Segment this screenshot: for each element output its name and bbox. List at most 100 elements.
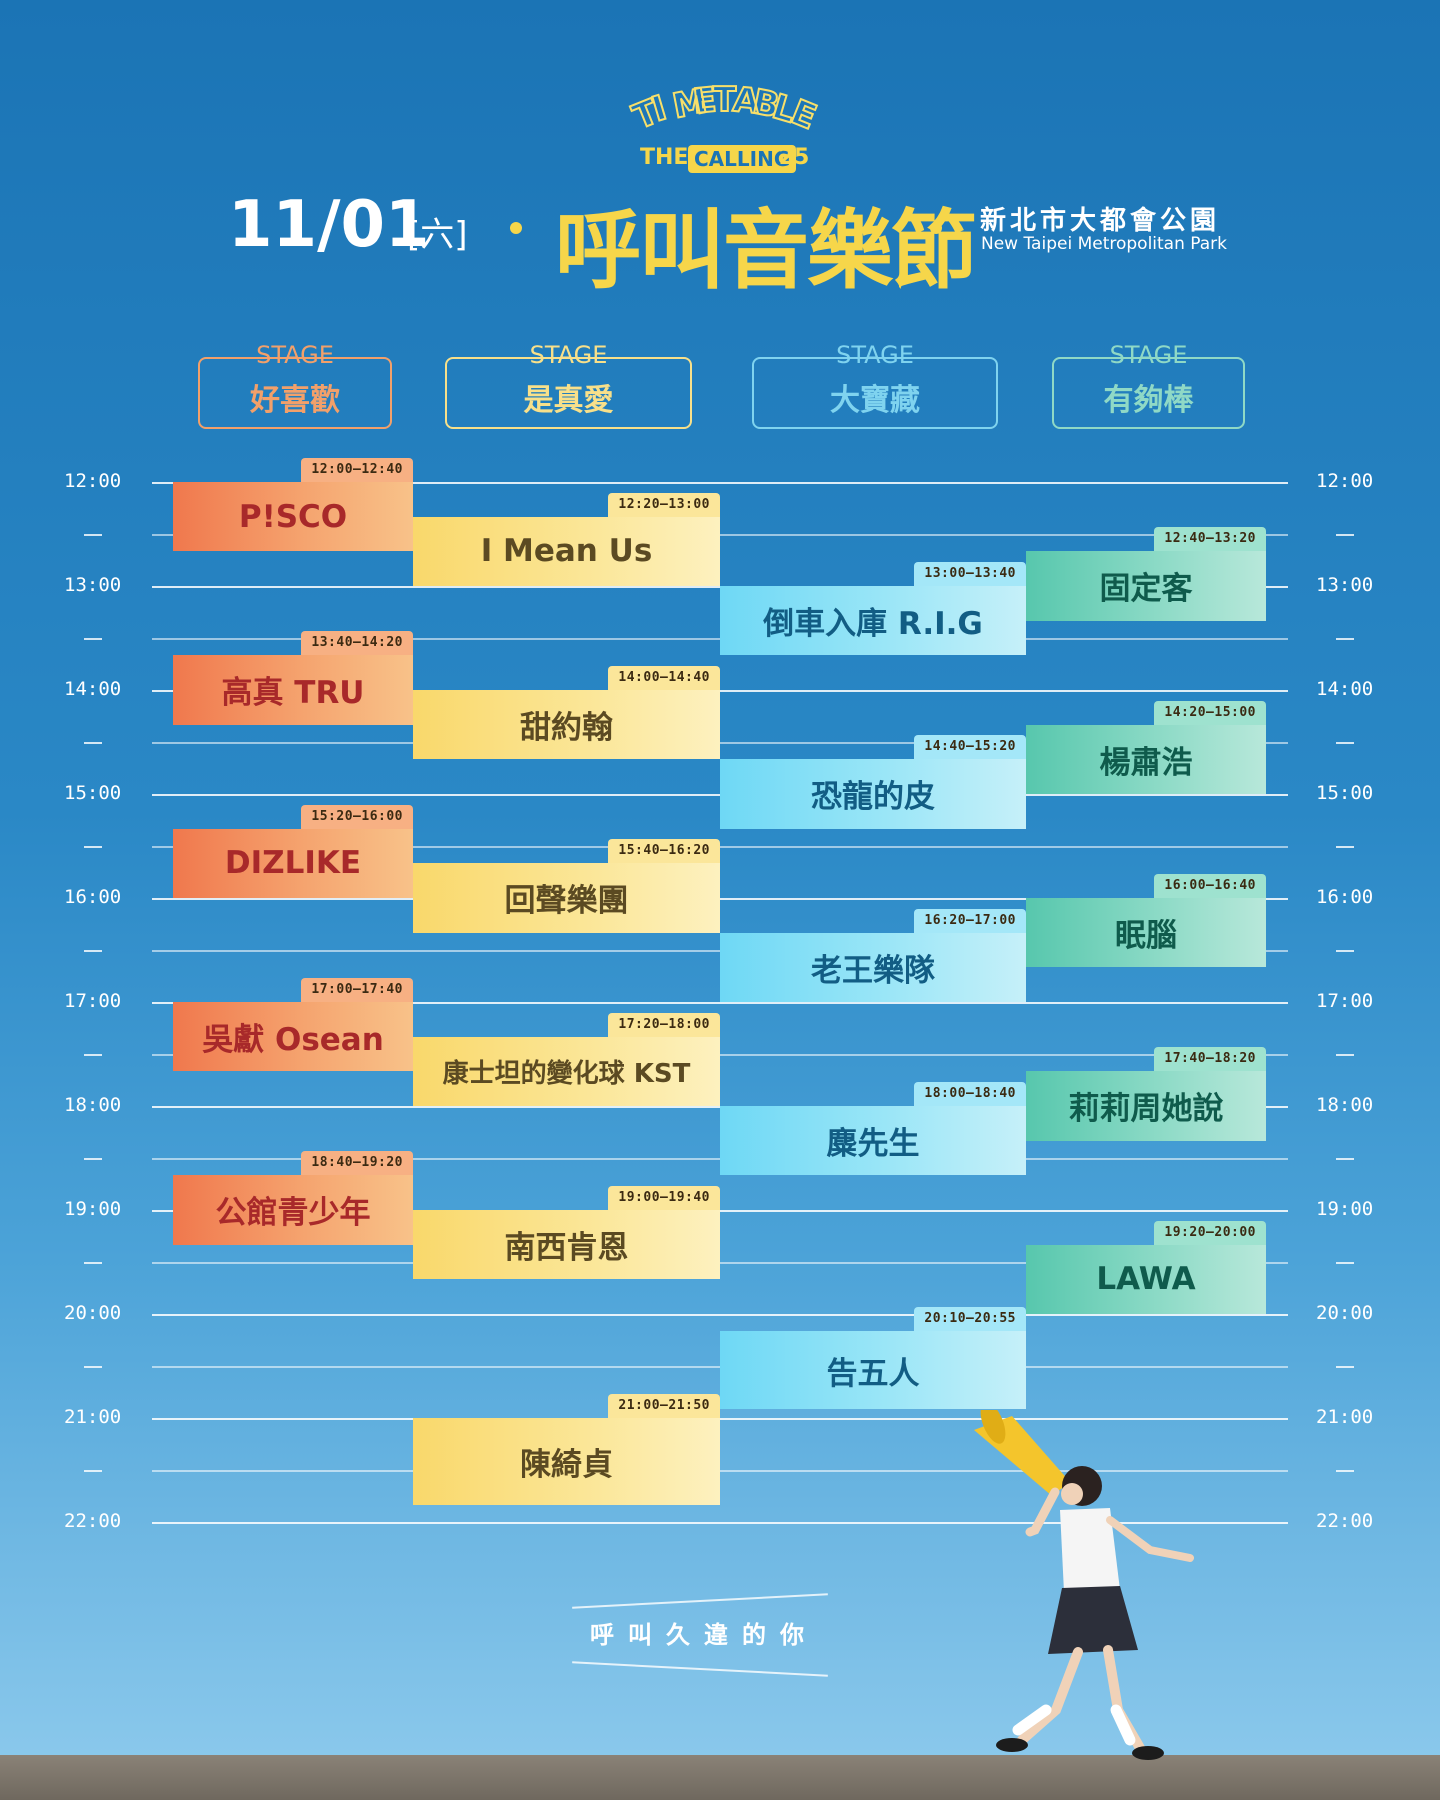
half-hour-tick-right — [1336, 638, 1354, 640]
half-hour-tick-left — [84, 742, 102, 744]
stage-name: 好喜歡 — [250, 383, 340, 418]
performance-time: 12:40–13:20 — [1154, 527, 1266, 552]
performance-artist: DIZLIKE — [173, 828, 413, 898]
performance-slot: LAWA 19:20–20:00 — [1026, 1220, 1266, 1314]
event-date: 11/01 — [228, 188, 430, 262]
performance-slot: 麋先生 18:00–18:40 — [720, 1082, 1026, 1176]
time-label-left: 18:00 — [64, 1094, 122, 1116]
time-label-right: 12:00 — [1316, 470, 1374, 492]
time-label-left: 21:00 — [64, 1406, 122, 1428]
performance-slot: P!SCO 12:00–12:40 — [173, 458, 413, 552]
half-hour-tick-left — [84, 1366, 102, 1368]
performance-slot: 楊肅浩 14:20–15:00 — [1026, 700, 1266, 794]
performance-time: 16:20–17:00 — [914, 908, 1026, 933]
tagline: 呼叫久違的你 — [590, 1621, 818, 1649]
performance-artist: 康士坦的變化球 KST — [413, 1036, 720, 1106]
performance-time: 14:00–14:40 — [608, 666, 720, 690]
performance-slot: 莉莉周她說 17:40–18:20 — [1026, 1047, 1266, 1141]
performance-artist: 回聲樂團 — [413, 863, 720, 933]
time-label-right: 19:00 — [1316, 1198, 1374, 1220]
performance-artist: 吳獻 Osean — [173, 1002, 413, 1072]
performance-slot: 告五人 20:10–20:55 — [720, 1307, 1026, 1410]
time-label-right: 14:00 — [1316, 678, 1374, 700]
half-hour-tick-left — [84, 1158, 102, 1160]
stage-keyword: STAGE — [256, 341, 334, 369]
performance-time: 18:40–19:20 — [301, 1151, 413, 1176]
hour-gridline — [152, 1002, 1288, 1004]
performance-slot: 陳綺貞 21:00–21:50 — [413, 1394, 720, 1505]
performance-time: 14:20–15:00 — [1154, 700, 1266, 725]
half-hour-tick-left — [84, 638, 102, 640]
performance-slot: 眠腦 16:00–16:40 — [1026, 874, 1266, 968]
performance-time: 19:20–20:00 — [1154, 1220, 1266, 1245]
performance-time: 16:00–16:40 — [1154, 874, 1266, 898]
time-label-right: 21:00 — [1316, 1406, 1374, 1428]
performance-time: 12:00–12:40 — [301, 458, 413, 482]
time-label-right: 18:00 — [1316, 1094, 1374, 1116]
half-hour-tick-right — [1336, 846, 1354, 848]
performance-artist: 莉莉周她說 — [1026, 1071, 1266, 1141]
girl-with-megaphone-illustration — [974, 1410, 1194, 1760]
half-hour-tick-right — [1336, 950, 1354, 952]
performance-artist: 甜約翰 — [413, 690, 720, 760]
performance-slot: 恐龍的皮 14:40–15:20 — [720, 735, 1026, 829]
time-label-right: 15:00 — [1316, 782, 1374, 804]
performance-time: 17:20–18:00 — [608, 1012, 720, 1037]
performance-slot: 高真 TRU 13:40–14:20 — [173, 631, 413, 725]
festival-title: 呼叫音樂節 — [555, 201, 977, 301]
performance-artist: 南西肯恩 — [413, 1210, 720, 1280]
performance-artist: 公館青少年 — [173, 1175, 413, 1245]
performance-artist: 陳綺貞 — [413, 1418, 720, 1505]
time-label-right: 20:00 — [1316, 1302, 1374, 1324]
stage-header-4: STAGE 有夠棒 — [1052, 341, 1245, 429]
time-label-left: 17:00 — [64, 990, 122, 1012]
half-hour-tick-right — [1336, 742, 1354, 744]
stage-name: 大寶藏 — [830, 383, 920, 418]
separator-dot — [930, 222, 942, 234]
half-hour-tick-left — [84, 534, 102, 536]
performance-artist: 老王樂隊 — [720, 932, 1026, 1002]
time-label-left: 12:00 — [64, 470, 122, 492]
performance-time: 15:40–16:20 — [608, 839, 720, 864]
half-hour-tick-left — [84, 846, 102, 848]
time-label-right: 16:00 — [1316, 886, 1374, 908]
half-hour-tick-left — [84, 1262, 102, 1264]
half-hour-tick-left — [84, 950, 102, 952]
performance-slot: 公館青少年 18:40–19:20 — [173, 1151, 413, 1245]
separator-dot — [510, 222, 522, 234]
timetable-letter: T — [712, 79, 737, 121]
half-hour-gridline — [152, 1054, 1288, 1056]
performance-time: 13:00–13:40 — [914, 562, 1026, 586]
hour-gridline — [152, 898, 1288, 900]
performance-slot: 倒車入庫 R.I.G 13:00–13:40 — [720, 562, 1026, 656]
performance-time: 13:40–14:20 — [301, 631, 413, 656]
ground-wall — [0, 1755, 1440, 1800]
venue-name-zh: 新北市大都會公園 — [980, 206, 1221, 236]
half-hour-tick-left — [84, 1470, 102, 1472]
stage-name: 有夠棒 — [1103, 383, 1194, 418]
performance-time: 19:00–19:40 — [608, 1186, 720, 1210]
event-weekday: [六] — [407, 215, 468, 255]
time-label-left: 13:00 — [64, 574, 122, 596]
performance-artist: 告五人 — [720, 1331, 1026, 1410]
half-hour-tick-right — [1336, 1054, 1354, 1056]
time-label-right: 22:00 — [1316, 1510, 1374, 1532]
performance-artist: 固定客 — [1026, 551, 1266, 621]
performance-time: 17:00–17:40 — [301, 978, 413, 1002]
performance-slot: 康士坦的變化球 KST 17:20–18:00 — [413, 1012, 720, 1106]
calling-year-text: '25 — [772, 145, 810, 170]
stage-name: 是真愛 — [523, 383, 614, 418]
performance-time: 21:00–21:50 — [608, 1394, 720, 1418]
half-hour-tick-right — [1336, 1366, 1354, 1368]
half-hour-gridline — [152, 846, 1288, 848]
half-hour-gridline — [152, 534, 1288, 536]
performance-time: 18:00–18:40 — [914, 1082, 1026, 1106]
hour-gridline — [152, 1418, 1288, 1420]
time-label-right: 13:00 — [1316, 574, 1374, 596]
performance-time: 15:20–16:00 — [301, 804, 413, 829]
performance-time: 14:40–15:20 — [914, 735, 1026, 760]
stage-header-2: STAGE 是真愛 — [445, 341, 692, 429]
half-hour-tick-right — [1336, 1262, 1354, 1264]
performance-artist: 高真 TRU — [173, 655, 413, 725]
